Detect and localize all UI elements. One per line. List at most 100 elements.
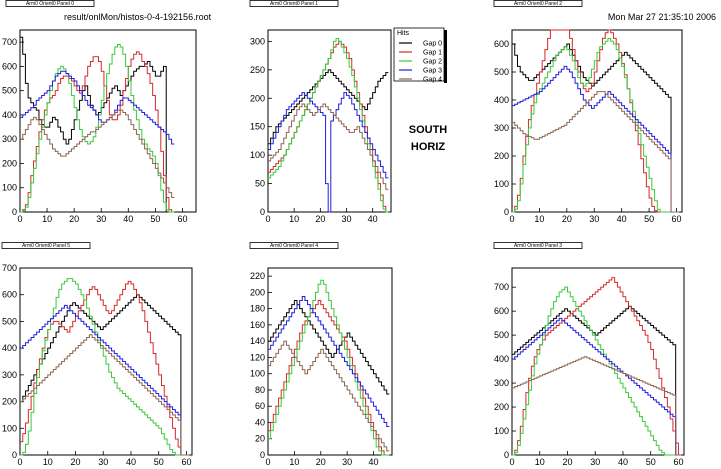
series-line-gap-4 <box>20 334 190 456</box>
x-tick-label: 20 <box>562 214 572 224</box>
x-tick-label: 20 <box>315 214 325 224</box>
series-line-gap-3 <box>268 295 390 428</box>
y-tick-label: 100 <box>250 369 265 379</box>
x-tick-label: 20 <box>70 457 80 467</box>
side-label-south: SOUTH <box>409 124 448 136</box>
panel-title: Arm0 Orient0 Panel 1 <box>270 1 318 7</box>
x-tick-label: 40 <box>369 457 379 467</box>
x-tick-label: 50 <box>150 214 160 224</box>
series-line-gap-4 <box>512 356 682 456</box>
x-tick-label: 60 <box>673 457 683 467</box>
panel-title: Arm0 Orient0 Panel 0 <box>26 1 74 7</box>
series-line-gap-4 <box>268 340 390 452</box>
legend-entry: Gap 0 <box>423 41 442 48</box>
x-tick-label: 50 <box>644 214 654 224</box>
y-tick-label: 300 <box>250 36 265 46</box>
y-tick-label: 0 <box>12 450 17 460</box>
x-tick-label: 30 <box>590 457 600 467</box>
x-tick-label: 20 <box>562 457 572 467</box>
x-tick-label: 0 <box>265 457 270 467</box>
chart-panel-5: Arm0 Orient0 Panel 301002003004005006007… <box>493 242 685 467</box>
y-tick-label: 100 <box>250 150 265 160</box>
legend-entry: Gap 4 <box>423 77 442 84</box>
panel-title: Arm0 Orient0 Panel 4 <box>270 243 318 249</box>
legend-entry: Gap 2 <box>423 59 442 66</box>
y-tick-label: 200 <box>250 287 265 297</box>
y-tick-label: 300 <box>2 370 17 380</box>
y-tick-label: 500 <box>2 86 17 96</box>
y-tick-label: 100 <box>494 426 509 436</box>
y-tick-label: 300 <box>494 123 509 133</box>
y-tick-label: 500 <box>494 330 509 340</box>
series-line-gap-4 <box>512 91 680 213</box>
y-tick-label: 120 <box>250 352 265 362</box>
y-tick-label: 600 <box>2 290 17 300</box>
plot-frame <box>19 29 197 213</box>
y-tick-label: 0 <box>12 207 17 217</box>
y-tick-label: 0 <box>504 207 509 217</box>
y-tick-label: 50 <box>255 179 265 189</box>
series-line-gap-2 <box>512 286 682 456</box>
series-line-gap-1 <box>512 29 680 213</box>
y-tick-label: 0 <box>504 450 509 460</box>
x-tick-label: 30 <box>589 214 599 224</box>
series-line-gap-3 <box>268 92 389 213</box>
y-tick-label: 200 <box>2 158 17 168</box>
y-tick-label: 180 <box>250 304 265 314</box>
chart-panel-3: Arm0 Orient0 Panel 501002003004005006007… <box>1 242 193 467</box>
series-line-gap-4 <box>20 109 175 198</box>
y-tick-label: 200 <box>494 402 509 412</box>
x-tick-label: 10 <box>42 214 52 224</box>
panel-title: Arm0 Orient0 Panel 2 <box>514 1 562 7</box>
series-line-gap-4 <box>268 103 389 190</box>
y-tick-label: 600 <box>2 61 17 71</box>
series-line-gap-0 <box>20 294 190 456</box>
series-line-gap-2 <box>268 38 389 213</box>
panel-title-box <box>5 0 95 7</box>
series-line-gap-3 <box>512 65 680 213</box>
x-tick-label: 0 <box>265 214 270 224</box>
y-tick-label: 100 <box>494 179 509 189</box>
y-tick-label: 700 <box>2 263 17 273</box>
y-tick-label: 200 <box>494 151 509 161</box>
y-tick-label: 60 <box>255 401 265 411</box>
x-tick-label: 20 <box>69 214 79 224</box>
y-tick-label: 600 <box>494 39 509 49</box>
panel-title-box <box>1 242 91 249</box>
series-line-gap-3 <box>20 304 190 456</box>
y-tick-label: 200 <box>250 93 265 103</box>
y-tick-label: 400 <box>2 343 17 353</box>
y-tick-label: 0 <box>260 450 265 460</box>
y-tick-label: 300 <box>2 134 17 144</box>
panel-title: Arm0 Orient0 Panel 3 <box>514 243 562 249</box>
y-tick-label: 40 <box>255 417 265 427</box>
y-tick-label: 220 <box>250 271 265 281</box>
y-tick-label: 250 <box>250 65 265 75</box>
chart-panel-4: Arm0 Orient0 Panel 402040608010012014016… <box>249 242 393 467</box>
y-tick-label: 400 <box>494 354 509 364</box>
panel-title-box <box>249 242 339 249</box>
x-tick-label: 20 <box>316 457 326 467</box>
y-tick-label: 500 <box>2 316 17 326</box>
header-file-path: result/onlMon/histos-0-4-192156.root <box>64 12 212 22</box>
series-line-gap-2 <box>20 44 175 213</box>
y-tick-label: 150 <box>250 122 265 132</box>
x-tick-label: 40 <box>123 214 133 224</box>
x-tick-label: 40 <box>368 214 378 224</box>
x-tick-label: 30 <box>96 214 106 224</box>
series-line-gap-0 <box>268 300 390 395</box>
y-tick-label: 600 <box>494 306 509 316</box>
x-tick-label: 40 <box>618 457 628 467</box>
y-tick-label: 500 <box>494 67 509 77</box>
panel-title-box <box>249 0 339 7</box>
series-line-gap-0 <box>268 69 389 145</box>
y-tick-label: 100 <box>2 183 17 193</box>
x-tick-label: 30 <box>342 214 352 224</box>
panel-title-box <box>493 242 583 249</box>
x-tick-label: 10 <box>535 457 545 467</box>
x-tick-label: 10 <box>43 457 53 467</box>
x-tick-label: 60 <box>672 214 682 224</box>
y-tick-label: 700 <box>494 282 509 292</box>
x-tick-label: 0 <box>17 457 22 467</box>
